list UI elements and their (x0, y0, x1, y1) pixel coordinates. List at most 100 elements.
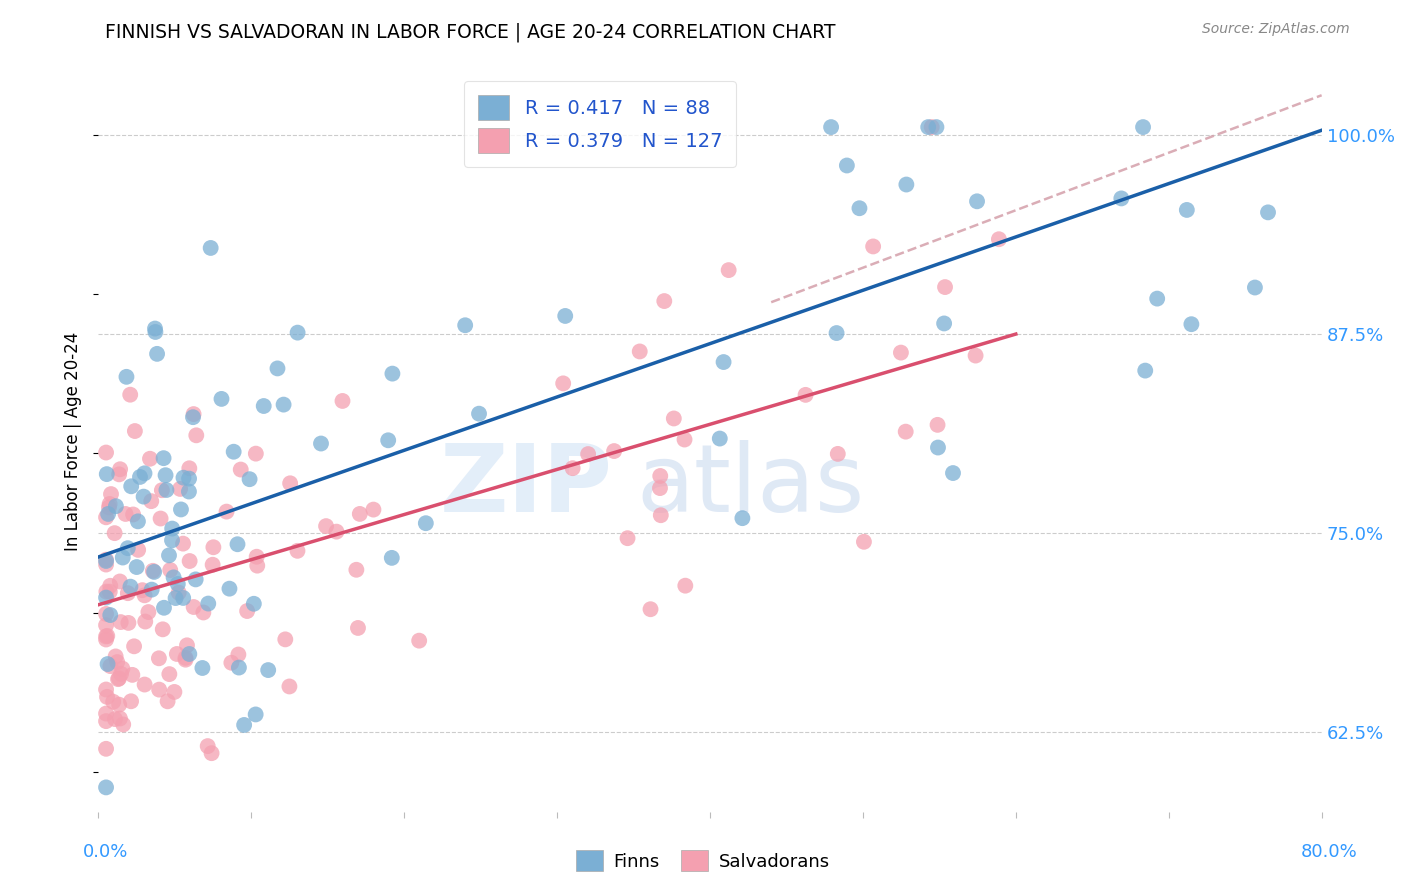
Point (134, 615, 156, 629)
Point (713, 355, 735, 369)
Point (202, 540, 225, 554)
Point (965, 349, 987, 363)
Point (148, 651, 170, 665)
Point (640, 602, 662, 616)
Point (1257, 205, 1279, 219)
Point (1146, 292, 1168, 306)
Point (150, 483, 173, 498)
Point (98, 500, 121, 515)
Point (709, 432, 731, 446)
Point (104, 499, 127, 513)
Point (177, 484, 200, 499)
Point (894, 425, 917, 439)
Point (94, 558, 117, 572)
Point (142, 564, 165, 578)
Point (211, 392, 233, 406)
Point (731, 511, 754, 525)
Point (122, 640, 145, 654)
Point (94, 632, 117, 647)
Point (561, 461, 583, 475)
Point (794, 388, 817, 402)
Point (120, 580, 142, 594)
Point (942, 466, 965, 480)
Point (215, 505, 238, 519)
Point (287, 544, 309, 558)
Text: ZIP: ZIP (439, 440, 612, 532)
Point (1175, 202, 1198, 217)
Point (628, 344, 651, 359)
Legend: R = 0.417   N = 88, R = 0.379   N = 127: R = 0.417 N = 88, R = 0.379 N = 127 (464, 81, 735, 167)
Point (381, 550, 404, 565)
Point (103, 695, 125, 709)
Point (94, 554, 117, 568)
Point (197, 739, 219, 753)
Point (349, 507, 371, 521)
Point (825, 326, 848, 340)
Point (143, 321, 166, 335)
Point (229, 462, 252, 476)
Point (108, 698, 131, 712)
Point (134, 588, 156, 602)
Point (174, 653, 197, 667)
Point (160, 533, 183, 548)
Point (827, 447, 849, 461)
Point (121, 668, 143, 682)
Point (603, 444, 626, 458)
Point (927, 441, 949, 455)
Point (98, 608, 121, 623)
Point (141, 582, 163, 597)
Point (155, 468, 177, 483)
Point (141, 494, 163, 508)
Point (896, 178, 918, 192)
Point (236, 604, 259, 618)
Point (111, 550, 134, 565)
Point (120, 479, 142, 493)
Point (155, 483, 177, 497)
Point (94, 682, 117, 697)
Point (662, 411, 685, 425)
Point (183, 600, 205, 615)
Point (98, 584, 121, 599)
Point (110, 615, 132, 629)
Point (862, 239, 884, 253)
Point (987, 232, 1010, 246)
Point (96, 629, 118, 643)
Point (169, 482, 191, 496)
Point (100, 487, 122, 501)
Point (266, 361, 288, 376)
Point (132, 490, 155, 504)
Point (108, 671, 131, 685)
Point (156, 694, 179, 708)
Point (122, 508, 145, 522)
Text: 80.0%: 80.0% (1301, 843, 1357, 861)
Point (239, 472, 262, 486)
Point (94, 741, 117, 756)
Point (226, 537, 249, 551)
Point (1244, 280, 1267, 294)
Point (149, 511, 172, 525)
Point (166, 647, 188, 661)
Point (167, 585, 190, 599)
Point (104, 712, 127, 726)
Point (179, 554, 201, 568)
Point (94, 618, 117, 632)
Point (218, 582, 240, 596)
Point (408, 633, 430, 648)
Point (325, 524, 347, 539)
Point (257, 663, 280, 677)
Point (245, 707, 267, 722)
Point (160, 522, 183, 536)
Point (108, 467, 131, 482)
Point (184, 573, 207, 587)
Point (246, 549, 269, 564)
Point (177, 472, 200, 486)
Point (274, 632, 297, 647)
Point (201, 558, 224, 572)
Point (287, 326, 309, 340)
Y-axis label: In Labor Force | Age 20-24: In Labor Force | Age 20-24 (65, 332, 83, 551)
Point (172, 536, 194, 550)
Point (253, 399, 276, 413)
Point (131, 583, 153, 598)
Point (222, 444, 245, 458)
Point (309, 436, 332, 450)
